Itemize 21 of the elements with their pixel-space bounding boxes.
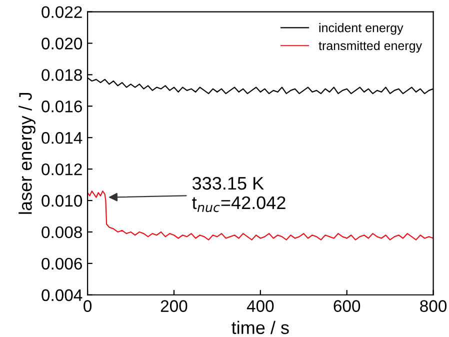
x-tick-label: 400 <box>246 300 274 312</box>
y-tick-label: 0.006 <box>42 258 82 270</box>
x-tick-label: 200 <box>160 300 188 312</box>
y-axis-title: laser energy / J <box>18 92 36 214</box>
y-tick-label: 0.014 <box>42 132 82 144</box>
legend-label: incident energy <box>319 23 404 35</box>
x-tick-label: 0 <box>84 300 92 312</box>
y-tick-label: 0.004 <box>42 289 82 302</box>
y-tick-label: 0.012 <box>42 163 82 176</box>
y-tick-label: 0.010 <box>42 194 82 207</box>
y-tick-label: 0.016 <box>42 100 82 112</box>
x-tick-label: 600 <box>334 300 360 312</box>
y-tick-label: 0.008 <box>42 226 82 238</box>
line-series <box>88 190 434 240</box>
annotation: 333.15 K t$_{nuc}$=42.042 <box>192 176 286 212</box>
legend-label: transmitted energy <box>318 40 422 53</box>
y-tick-label: 0.020 <box>42 38 82 50</box>
x-axis-title: time / s <box>232 320 289 334</box>
x-tick-label: 800 <box>420 300 447 312</box>
y-tick-label: 0.018 <box>42 69 82 81</box>
y-tick-label: 0.022 <box>42 6 82 18</box>
